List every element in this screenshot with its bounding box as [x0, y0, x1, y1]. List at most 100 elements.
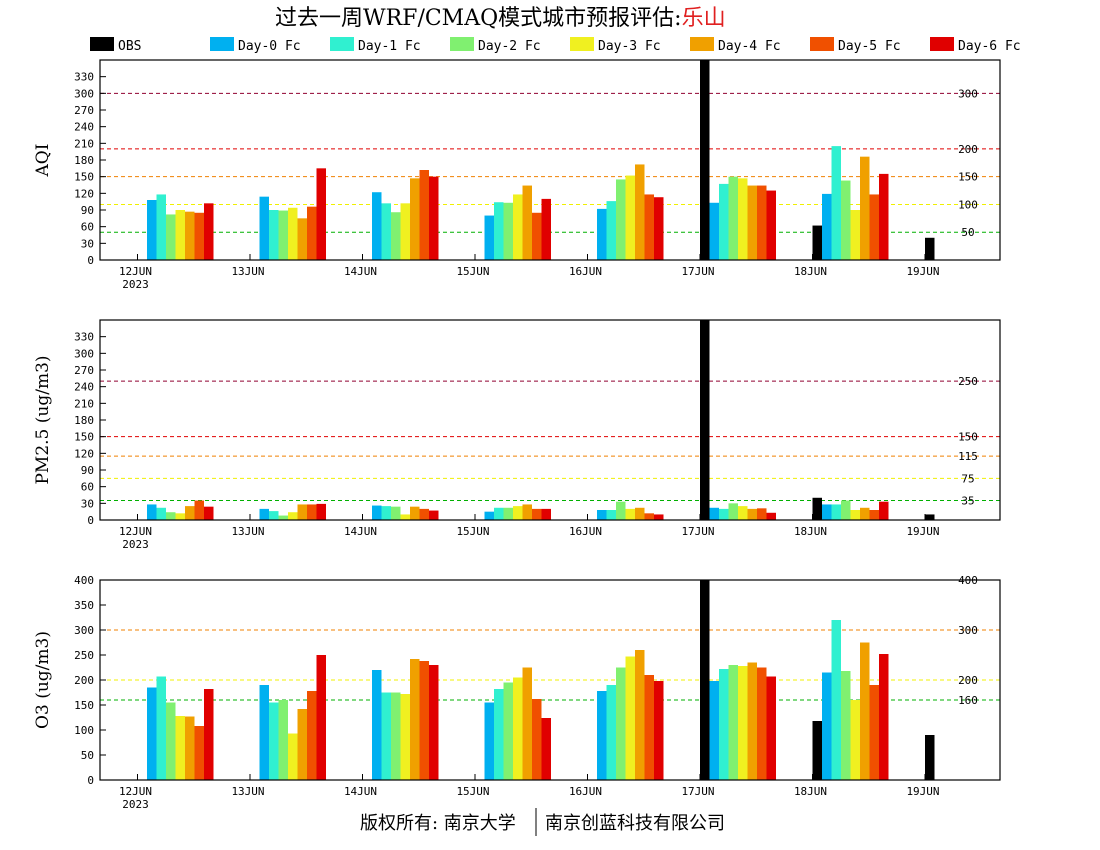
y-axis-label: O3 (ug/m3)	[33, 631, 53, 729]
legend-label-6: Day-5 Fc	[838, 39, 901, 54]
bar-2-5	[719, 669, 729, 780]
bar-0-5	[700, 60, 710, 260]
bar-4-6	[850, 510, 860, 520]
chart-title-city: 乐山	[682, 6, 726, 31]
threshold-label-1: 75	[961, 472, 974, 485]
bar-1-2	[372, 505, 382, 520]
y-tick-label-8: 240	[74, 121, 94, 134]
x-tick-label-2: 14JUN	[344, 525, 377, 538]
bar-4-1	[288, 512, 298, 520]
panels: 5010015020030003060901201501802102402703…	[33, 59, 1001, 811]
plot-frame	[99, 319, 1001, 521]
bar-3-3	[503, 507, 513, 520]
threshold-label-4: 250	[958, 375, 978, 388]
bar-1-4	[597, 510, 607, 520]
bar-1-0	[147, 200, 157, 260]
bar-4-4	[625, 656, 635, 780]
bar-3-2	[391, 212, 401, 260]
bar-1-6	[822, 672, 832, 780]
y-tick-label-1: 50	[81, 749, 94, 762]
threshold-label-0: 160	[958, 694, 978, 707]
bar-5-0	[185, 506, 195, 520]
bar-3-1	[278, 515, 288, 520]
bar-5-0	[185, 716, 195, 780]
bar-5-2	[410, 659, 420, 780]
y-tick-label-5: 150	[74, 431, 94, 444]
bar-7-5	[766, 676, 776, 780]
bar-5-5	[747, 662, 757, 780]
bar-4-0	[175, 716, 185, 780]
bar-5-4	[635, 164, 645, 260]
y-tick-label-2: 100	[74, 724, 94, 737]
bar-5-3	[522, 185, 532, 260]
bar-4-1	[288, 733, 298, 780]
bar-7-2	[429, 510, 439, 520]
bar-5-2	[410, 178, 420, 260]
bar-1-5	[709, 507, 719, 520]
bar-1-1	[259, 508, 269, 520]
bar-5-6	[860, 156, 870, 260]
bar-0-7	[925, 237, 935, 260]
bar-5-3	[522, 667, 532, 780]
y-tick-label-3: 90	[81, 204, 94, 217]
y-tick-label-8: 400	[74, 574, 94, 587]
bar-2-0	[156, 676, 166, 780]
bar-7-5	[766, 512, 776, 520]
x-tick-label-3: 15JUN	[456, 785, 489, 798]
legend-label-1: Day-0 Fc	[238, 39, 301, 54]
y-tick-label-10: 300	[74, 87, 94, 100]
y-tick-label-4: 200	[74, 674, 94, 687]
bar-2-6	[831, 620, 841, 780]
bar-2-6	[831, 146, 841, 260]
y-tick-label-11: 330	[74, 71, 94, 84]
bar-6-4	[644, 675, 654, 780]
bar-1-2	[372, 192, 382, 260]
y-tick-label-0: 0	[87, 254, 94, 267]
bar-4-0	[175, 210, 185, 260]
bar-6-5	[757, 508, 767, 520]
y-tick-label-0: 0	[87, 774, 94, 787]
bar-6-4	[644, 194, 654, 260]
y-tick-label-7: 350	[74, 599, 94, 612]
bar-0-5	[700, 320, 710, 520]
bar-3-1	[278, 210, 288, 260]
bar-7-1	[316, 168, 326, 260]
bar-4-2	[400, 694, 410, 780]
bar-6-0	[194, 500, 204, 520]
bar-1-5	[709, 681, 719, 780]
y-tick-label-8: 240	[74, 381, 94, 394]
bar-6-1	[307, 504, 317, 520]
x-tick-label-5: 17JUN	[681, 525, 714, 538]
legend-swatch-3	[450, 37, 474, 51]
bar-3-6	[841, 671, 851, 780]
bar-6-2	[419, 661, 429, 780]
x-tick-label-2: 14JUN	[344, 785, 377, 798]
bar-3-0	[166, 702, 176, 780]
threshold-label-1: 100	[958, 198, 978, 211]
bar-4-3	[513, 194, 523, 260]
year-label: 2023	[122, 798, 149, 811]
bar-5-4	[635, 650, 645, 780]
y-tick-label-11: 330	[74, 331, 94, 344]
legend-label-4: Day-3 Fc	[598, 39, 661, 54]
bar-3-6	[841, 500, 851, 520]
x-tick-label-6: 18JUN	[794, 525, 827, 538]
y-tick-label-3: 150	[74, 699, 94, 712]
bar-0-5	[700, 580, 710, 780]
x-tick-label-5: 17JUN	[681, 265, 714, 278]
bar-7-4	[654, 681, 664, 780]
bar-1-1	[259, 685, 269, 780]
bar-4-3	[513, 677, 523, 780]
bar-6-2	[419, 170, 429, 260]
bar-3-5	[728, 665, 738, 780]
bar-0-6	[812, 721, 822, 780]
bar-6-3	[532, 212, 542, 260]
footer-left: 版权所有: 南京大学	[360, 813, 516, 834]
x-tick-label-1: 13JUN	[231, 265, 264, 278]
chart-title: 过去一周WRF/CMAQ模式城市预报评估:乐山	[275, 6, 726, 31]
bar-1-3	[484, 215, 494, 260]
bar-0-7	[925, 735, 935, 780]
chart-title-main: 过去一周WRF/CMAQ模式城市预报评估:	[275, 6, 682, 31]
y-tick-label-9: 270	[74, 364, 94, 377]
bar-7-5	[766, 190, 776, 260]
